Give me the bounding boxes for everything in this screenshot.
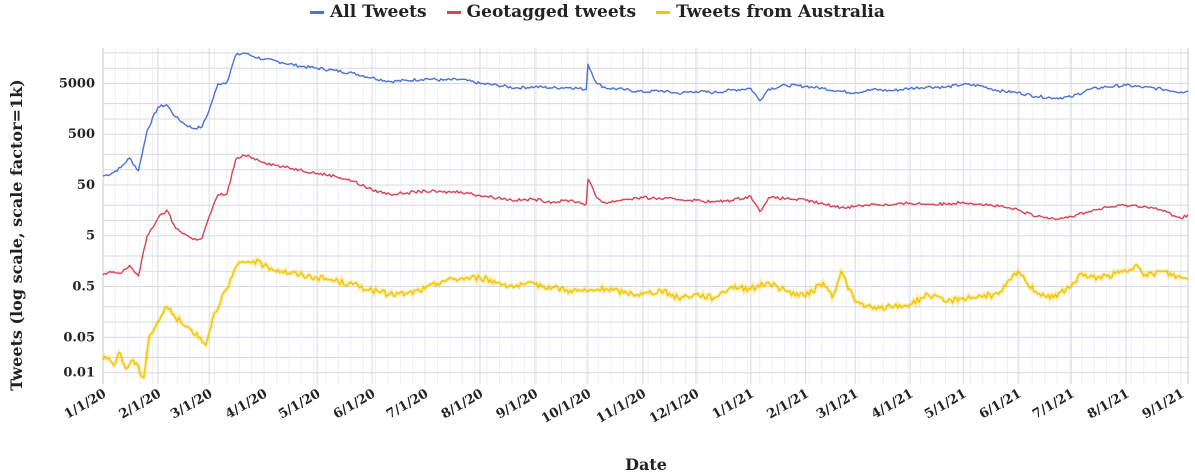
x-tick-label: 1/1/21: [710, 386, 757, 422]
legend-swatch: [656, 10, 671, 14]
x-tick-label: 8/1/21: [1085, 386, 1132, 422]
x-tick-label: 11/1/20: [594, 386, 649, 426]
y-axis-ticks: 0.01 0.05 0.5 5 50 500 5000: [59, 76, 95, 380]
legend-label: All Tweets: [330, 2, 427, 22]
legend-label: Geotagged tweets: [466, 2, 637, 22]
y-tick-label: 500: [68, 127, 95, 142]
series-line-all-tweets: [102, 52, 1189, 177]
y-tick-label: 0.01: [63, 366, 95, 381]
x-tick-label: 5/1/21: [922, 386, 969, 422]
x-tick-label: 4/1/20: [223, 386, 270, 422]
y-tick-label: 0.5: [72, 280, 95, 295]
legend-item: All Tweets: [310, 2, 427, 22]
x-tick-label: 3/1/21: [814, 386, 861, 422]
series-band-tweets-from-australia: [101, 256, 1189, 381]
legend-swatch: [310, 10, 325, 14]
x-tick-label: 9/1/20: [494, 386, 541, 422]
x-tick-label: 7/1/21: [1030, 386, 1077, 422]
x-tick-label: 9/1/21: [1140, 386, 1187, 422]
x-tick-label: 3/1/20: [168, 386, 215, 422]
x-tick-label: 7/1/20: [384, 386, 431, 422]
x-axis-ticks: 1/1/20 2/1/20 3/1/20 4/1/20 5/1/20 6/1/20 7/1/…: [62, 386, 1187, 426]
x-tick-label: 4/1/21: [869, 386, 916, 422]
legend-item: Geotagged tweets: [446, 2, 637, 22]
x-tick-label: 12/1/20: [647, 386, 702, 426]
series-line-tweets-from-australia: [102, 258, 1189, 379]
y-tick-label: 5000: [59, 76, 95, 91]
y-tick-label: 5: [86, 229, 95, 244]
x-axis-label: Date: [625, 455, 667, 473]
legend-swatch: [446, 10, 461, 14]
x-tick-label: 2/1/21: [765, 386, 812, 422]
x-tick-label: 8/1/20: [439, 386, 486, 422]
legend-item: Tweets from Australia: [656, 2, 885, 22]
x-tick-label: 1/1/20: [62, 386, 109, 422]
series-line-geotagged-tweets: [102, 154, 1189, 277]
legend-label: Tweets from Australia: [676, 2, 885, 22]
x-tick-label: 2/1/20: [117, 386, 164, 422]
series-lines: [101, 52, 1189, 381]
y-tick-label: 0.05: [63, 330, 95, 345]
x-tick-label: 6/1/21: [977, 386, 1024, 422]
x-tick-label: 10/1/20: [539, 386, 594, 426]
legend: All Tweets Geotagged tweets Tweets from Au…: [0, 2, 1195, 22]
y-axis-label: Tweets (log scale, scale factor=1k): [7, 79, 26, 390]
grid: [102, 48, 1189, 384]
y-tick-label: 50: [77, 178, 95, 193]
x-tick-label: 5/1/20: [276, 386, 323, 422]
x-tick-label: 6/1/20: [331, 386, 378, 422]
